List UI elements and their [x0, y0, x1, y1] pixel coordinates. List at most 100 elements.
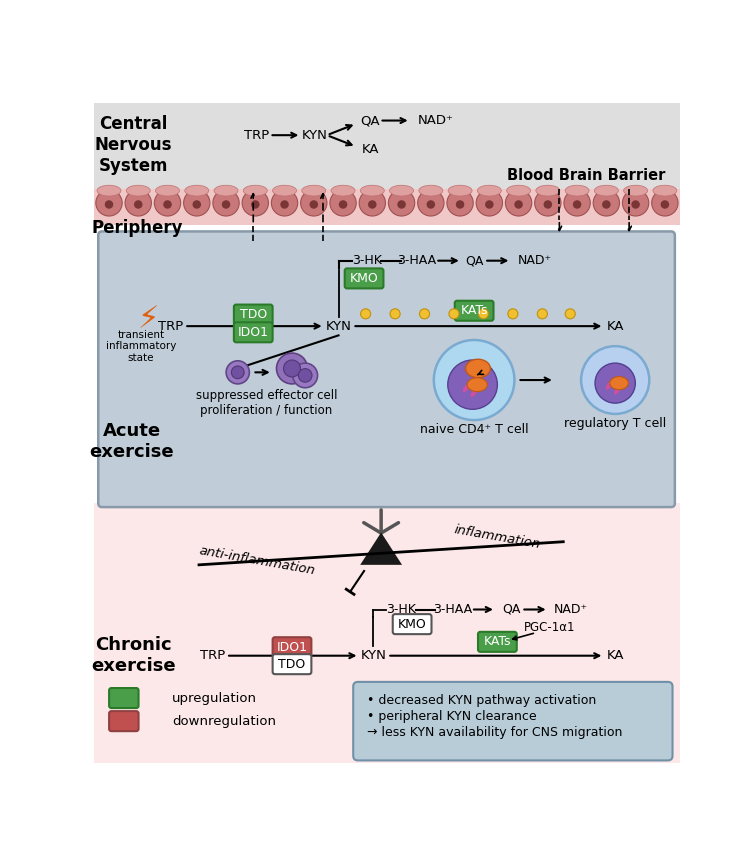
Circle shape — [310, 201, 318, 209]
Bar — [94, 189, 680, 225]
Text: → less KYN availability for CNS migration: → less KYN availability for CNS migratio… — [367, 726, 623, 740]
Ellipse shape — [360, 185, 384, 196]
Ellipse shape — [242, 190, 269, 216]
Ellipse shape — [622, 190, 649, 216]
Text: KA: KA — [606, 320, 624, 333]
Circle shape — [251, 201, 260, 209]
Ellipse shape — [652, 190, 678, 216]
Ellipse shape — [614, 386, 621, 394]
Ellipse shape — [536, 185, 560, 196]
FancyBboxPatch shape — [234, 322, 273, 342]
Ellipse shape — [535, 190, 561, 216]
Circle shape — [595, 363, 635, 403]
Text: KYN: KYN — [325, 320, 351, 333]
FancyBboxPatch shape — [109, 688, 139, 708]
Text: KYN: KYN — [360, 650, 387, 662]
Text: AhR: AhR — [467, 363, 489, 374]
Circle shape — [231, 366, 244, 379]
Ellipse shape — [448, 185, 472, 196]
Text: downregulation: downregulation — [172, 715, 276, 728]
Text: KMO: KMO — [398, 618, 427, 631]
Text: transient
inflammatory
state: transient inflammatory state — [106, 330, 176, 363]
Text: Periphery: Periphery — [91, 219, 183, 237]
Text: TRP: TRP — [199, 650, 225, 662]
Circle shape — [222, 201, 230, 209]
Text: IDO1: IDO1 — [238, 326, 269, 339]
Ellipse shape — [300, 190, 327, 216]
Circle shape — [293, 363, 318, 387]
Circle shape — [339, 201, 347, 209]
Text: QA: QA — [360, 114, 380, 127]
Circle shape — [397, 201, 406, 209]
FancyBboxPatch shape — [478, 632, 516, 652]
Circle shape — [479, 309, 488, 319]
Text: KA: KA — [606, 650, 624, 662]
Circle shape — [538, 309, 547, 319]
Ellipse shape — [390, 185, 414, 196]
Circle shape — [163, 201, 172, 209]
FancyBboxPatch shape — [345, 268, 384, 289]
Text: 3-HK: 3-HK — [387, 603, 416, 616]
Ellipse shape — [213, 190, 239, 216]
Ellipse shape — [126, 185, 150, 196]
Text: ⚡: ⚡ — [138, 305, 159, 334]
Ellipse shape — [470, 387, 478, 397]
Ellipse shape — [624, 185, 648, 196]
Text: AhR: AhR — [467, 381, 488, 389]
Circle shape — [226, 361, 249, 384]
Ellipse shape — [418, 190, 444, 216]
Text: AhR: AhR — [609, 379, 629, 387]
Circle shape — [298, 369, 312, 382]
Circle shape — [448, 360, 498, 410]
Ellipse shape — [125, 190, 152, 216]
Text: Acute
exercise: Acute exercise — [89, 423, 174, 461]
Text: 3-HAA: 3-HAA — [433, 603, 472, 616]
Circle shape — [368, 201, 377, 209]
Circle shape — [283, 360, 300, 377]
Text: inflammation: inflammation — [453, 523, 541, 551]
Circle shape — [631, 201, 640, 209]
Ellipse shape — [97, 185, 121, 196]
FancyBboxPatch shape — [273, 638, 311, 657]
Text: KATs: KATs — [461, 304, 488, 317]
Text: TRP: TRP — [245, 129, 270, 141]
Text: KMO: KMO — [350, 272, 378, 285]
Text: KA: KA — [362, 143, 379, 156]
Ellipse shape — [507, 185, 531, 196]
Text: 3-HAA: 3-HAA — [397, 255, 436, 267]
Text: • decreased KYN pathway activation: • decreased KYN pathway activation — [367, 694, 596, 707]
Circle shape — [361, 309, 371, 319]
Text: upregulation: upregulation — [172, 692, 257, 704]
Text: NAD⁺: NAD⁺ — [554, 603, 588, 616]
Circle shape — [193, 201, 201, 209]
Ellipse shape — [388, 190, 414, 216]
Ellipse shape — [593, 190, 620, 216]
Circle shape — [565, 309, 575, 319]
Text: QA: QA — [502, 603, 520, 616]
Text: anti-inflammation: anti-inflammation — [198, 544, 316, 578]
FancyBboxPatch shape — [109, 711, 139, 731]
Circle shape — [434, 340, 514, 420]
Ellipse shape — [447, 190, 473, 216]
Ellipse shape — [156, 185, 180, 196]
Circle shape — [544, 201, 552, 209]
Circle shape — [105, 201, 113, 209]
Ellipse shape — [331, 185, 355, 196]
Ellipse shape — [610, 376, 628, 390]
FancyBboxPatch shape — [98, 231, 675, 507]
Ellipse shape — [463, 383, 470, 393]
Ellipse shape — [214, 185, 238, 196]
Circle shape — [573, 201, 581, 209]
Text: TDO: TDO — [239, 308, 267, 321]
Text: NAD⁺: NAD⁺ — [517, 255, 552, 267]
Ellipse shape — [476, 190, 503, 216]
Circle shape — [449, 309, 459, 319]
Ellipse shape — [606, 381, 612, 390]
Circle shape — [602, 201, 611, 209]
Ellipse shape — [183, 190, 210, 216]
Circle shape — [508, 309, 518, 319]
FancyBboxPatch shape — [455, 301, 494, 321]
Circle shape — [420, 309, 430, 319]
FancyBboxPatch shape — [353, 682, 673, 760]
Ellipse shape — [359, 190, 386, 216]
